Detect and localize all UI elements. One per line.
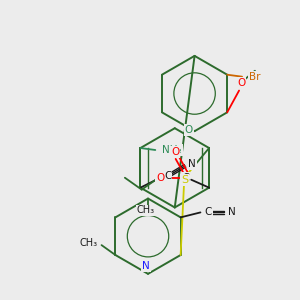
Text: N: N bbox=[188, 159, 196, 169]
Text: Br: Br bbox=[249, 72, 260, 82]
Text: O: O bbox=[156, 173, 164, 183]
Text: O: O bbox=[237, 78, 245, 88]
Text: CH₃: CH₃ bbox=[80, 238, 98, 248]
Text: NH₂: NH₂ bbox=[162, 145, 182, 155]
Text: CH₃: CH₃ bbox=[137, 206, 155, 215]
Text: N: N bbox=[228, 207, 236, 218]
Text: N: N bbox=[142, 261, 150, 271]
Text: C: C bbox=[164, 171, 172, 181]
Text: C: C bbox=[204, 207, 212, 218]
Text: C: C bbox=[182, 173, 189, 183]
Text: O: O bbox=[185, 125, 193, 135]
Text: S: S bbox=[181, 175, 188, 185]
Text: O: O bbox=[171, 147, 179, 157]
